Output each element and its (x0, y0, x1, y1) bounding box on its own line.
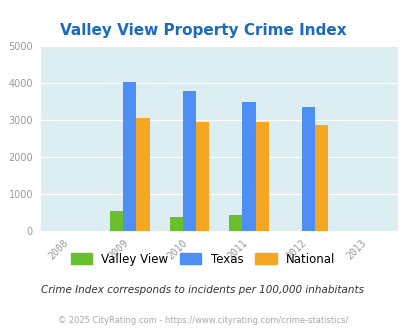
Bar (123, 82, 136, 231)
Bar (196, 121, 209, 231)
Bar (110, 211, 123, 231)
Bar (301, 107, 314, 231)
Text: Valley View Property Crime Index: Valley View Property Crime Index (60, 23, 345, 38)
Text: Crime Index corresponds to incidents per 100,000 inhabitants: Crime Index corresponds to incidents per… (41, 285, 364, 295)
Bar (255, 122, 268, 231)
Bar (314, 124, 327, 231)
Bar (136, 118, 149, 231)
Bar (242, 102, 255, 231)
Bar (229, 215, 242, 231)
Text: © 2025 CityRating.com - https://www.cityrating.com/crime-statistics/: © 2025 CityRating.com - https://www.city… (58, 315, 347, 325)
Bar (183, 90, 196, 231)
Bar (169, 217, 183, 231)
Legend: Valley View, Texas, National: Valley View, Texas, National (64, 247, 341, 272)
